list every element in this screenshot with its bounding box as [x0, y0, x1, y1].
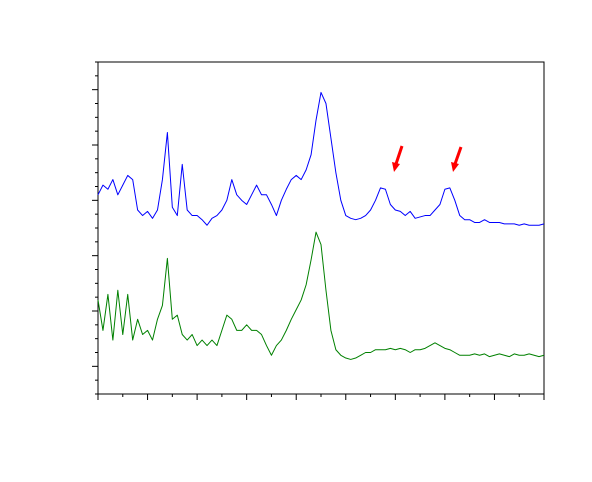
annotation-arrow [392, 145, 404, 172]
annotation-arrow [451, 146, 463, 172]
plot-frame [97, 61, 545, 395]
series-line [97, 231, 545, 360]
series-line [97, 91, 545, 226]
